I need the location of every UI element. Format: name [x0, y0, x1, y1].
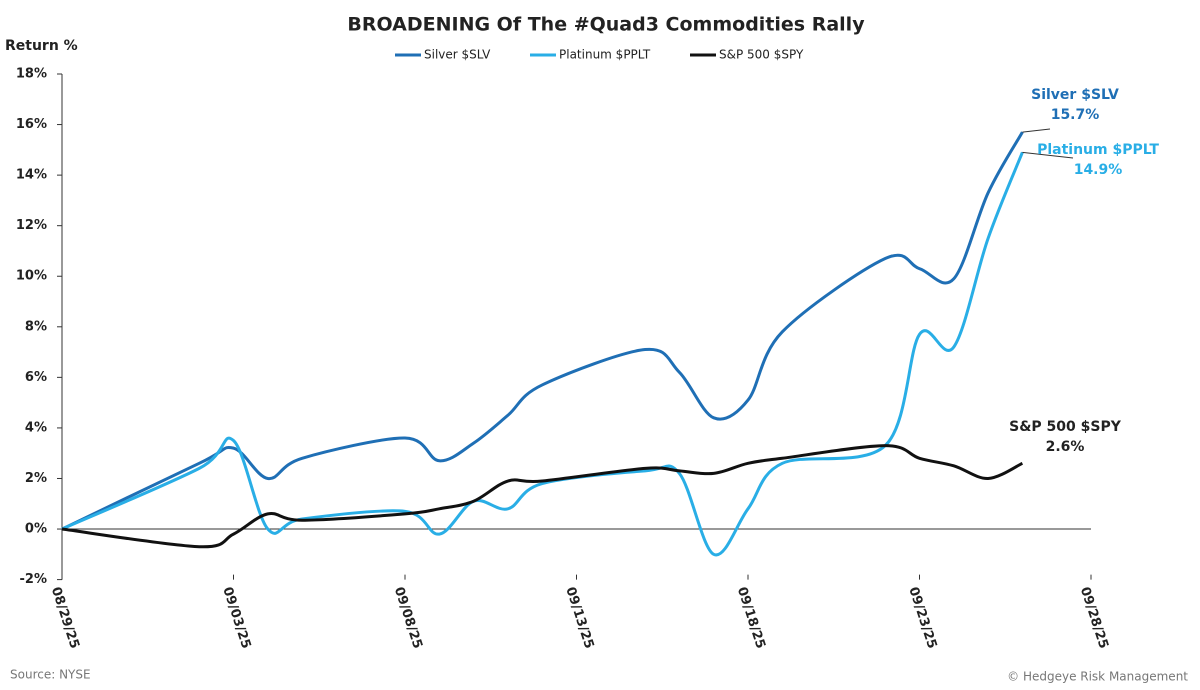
- series-line: [61, 151, 1024, 557]
- y-tick-label: 10%: [16, 269, 47, 284]
- x-tick-label: 09/23/25: [905, 585, 939, 650]
- annotation-name: Platinum $PPLT: [1037, 142, 1159, 158]
- legend-label: Silver $SLV: [424, 48, 491, 62]
- y-tick-label: 12%: [16, 218, 47, 233]
- chart-title: BROADENING Of The #Quad3 Commodities Ral…: [347, 14, 865, 36]
- annotation-leader: [1022, 151, 1074, 159]
- annotation-value: 15.7%: [1051, 107, 1100, 123]
- annotation-leader: [1022, 128, 1051, 133]
- x-tick-label: 09/13/25: [562, 585, 596, 650]
- series-line: [61, 131, 1024, 531]
- x-tick-label: 08/29/25: [48, 585, 82, 650]
- y-tick-label: -2%: [20, 572, 47, 587]
- y-tick-label: 18%: [16, 67, 47, 82]
- legend-label: S&P 500 $SPY: [719, 48, 804, 62]
- annotation-value: 2.6%: [1046, 439, 1085, 455]
- y-tick-label: 6%: [25, 370, 47, 385]
- annotation-value: 14.9%: [1074, 162, 1123, 178]
- series-line: [61, 444, 1024, 549]
- source: Source: NYSE: [10, 668, 91, 682]
- y-axis-label: Return %: [5, 38, 78, 54]
- x-tick-label: 09/18/25: [734, 585, 768, 650]
- annotation-name: S&P 500 $SPY: [1009, 419, 1122, 435]
- y-tick-label: 4%: [25, 420, 47, 435]
- annotation-name: Silver $SLV: [1031, 87, 1119, 103]
- legend-label: Platinum $PPLT: [559, 48, 651, 62]
- y-tick-label: 2%: [25, 471, 47, 486]
- x-tick-label: 09/08/25: [391, 585, 425, 650]
- y-tick-label: 16%: [16, 117, 47, 132]
- x-tick-label: 09/03/25: [219, 585, 253, 650]
- x-tick-label: 09/28/25: [1077, 585, 1111, 650]
- y-tick-label: 14%: [16, 168, 47, 183]
- y-tick-label: 8%: [25, 319, 47, 334]
- y-tick-label: 0%: [25, 522, 47, 537]
- credit: © Hedgeye Risk Management: [1007, 670, 1188, 684]
